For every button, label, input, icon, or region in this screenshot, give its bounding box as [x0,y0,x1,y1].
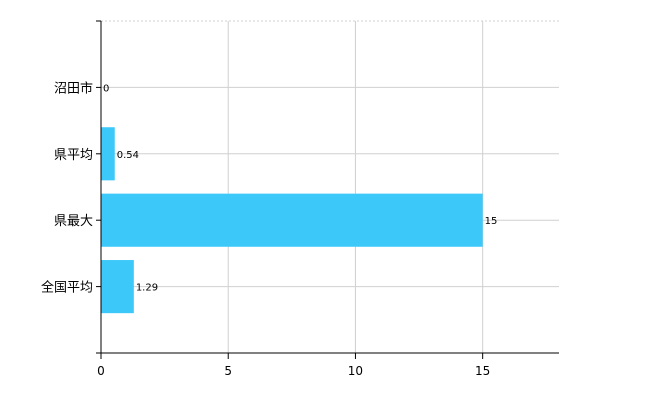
category-label: 県最大 [54,214,93,229]
category-label: 県平均 [54,148,93,163]
x-tick-label: 10 [348,364,363,378]
category-label: 沼田市 [54,80,93,96]
bar [101,127,115,181]
data-label: 15 [485,216,498,227]
x-tick-label: 15 [475,364,490,378]
data-label: 1.29 [136,283,158,294]
grid [101,20,559,353]
data-label: 0.54 [117,150,139,161]
category-label: 全国平均 [41,280,93,296]
bar [101,260,134,314]
bar [101,193,483,247]
axes [96,20,559,359]
x-tick-label: 0 [97,364,105,378]
x-tick-label: 5 [224,364,232,378]
data-label: 0 [103,83,109,94]
bars [101,127,483,314]
